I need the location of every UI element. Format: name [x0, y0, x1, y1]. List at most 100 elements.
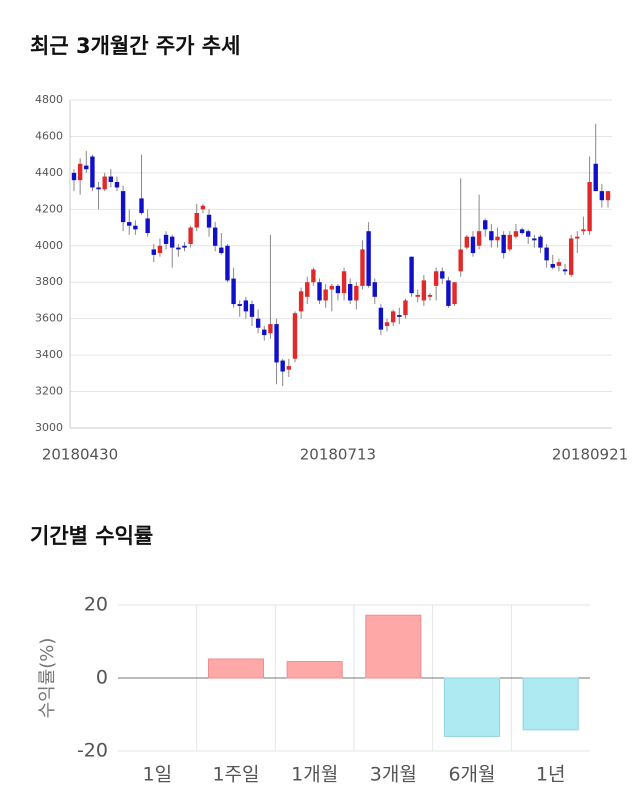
candle-body — [225, 245, 230, 281]
y-tick-label: 20 — [84, 594, 108, 616]
y-tick-label: 3800 — [35, 275, 63, 288]
candle-body — [433, 271, 439, 286]
candle-body — [341, 271, 347, 294]
x-tick-label: 1주일 — [212, 764, 259, 786]
chart-title: 기간별 수익률 — [30, 524, 153, 548]
candle-body — [452, 282, 457, 305]
x-tick-label: 20180713 — [300, 446, 376, 464]
candle-body — [532, 238, 537, 241]
candle-body — [317, 282, 322, 301]
candle-body — [262, 329, 267, 336]
x-tick-label: 1개월 — [291, 764, 338, 786]
candle-body — [599, 191, 605, 201]
candle-body — [550, 264, 555, 268]
x-tick-label: 20180921 — [552, 446, 628, 464]
candle-body — [188, 227, 193, 244]
candle-body — [397, 315, 402, 317]
candle-body — [384, 322, 390, 326]
candle-body — [157, 245, 163, 254]
candle-body — [519, 229, 525, 234]
candle-body — [243, 300, 249, 312]
candle-body — [298, 291, 304, 312]
y-tick-label: 4600 — [35, 129, 63, 142]
candle-body — [575, 236, 580, 239]
candle-body — [421, 280, 427, 301]
candle-body — [458, 249, 463, 272]
x-tick-label: 1년 — [536, 764, 566, 786]
candle-body — [71, 172, 77, 181]
candle-body — [145, 218, 150, 234]
x-tick-label: 20180430 — [42, 446, 118, 464]
candle-body — [96, 187, 101, 190]
candle-body — [366, 231, 371, 286]
candle-body — [507, 234, 512, 250]
candle-body — [483, 220, 488, 230]
candle-body — [513, 231, 519, 237]
candle-body — [170, 236, 175, 248]
x-tick-label: 3개월 — [370, 764, 417, 786]
y-tick-label: 3400 — [35, 348, 63, 361]
candle-body — [151, 249, 156, 255]
candle-body — [274, 324, 279, 363]
candle-body — [329, 285, 334, 290]
y-tick-label: -20 — [77, 740, 108, 762]
candle-body — [249, 304, 255, 317]
candle-body — [409, 256, 414, 294]
y-tick-label: 4000 — [35, 239, 63, 252]
candle-body — [280, 360, 285, 372]
candle-body — [526, 231, 531, 237]
candle-body — [403, 300, 408, 316]
candle-body — [581, 229, 586, 232]
candle-body — [354, 285, 359, 301]
candle-body — [495, 236, 500, 241]
y-tick-label: 4200 — [35, 202, 63, 215]
candle-body — [305, 282, 310, 297]
bar — [522, 677, 579, 731]
x-tick-label: 1일 — [143, 764, 173, 786]
candle-body — [286, 366, 292, 370]
candle-body — [200, 205, 206, 210]
candle-body — [163, 234, 169, 244]
candle-body — [311, 269, 316, 283]
candle-body — [446, 280, 451, 306]
candle-body — [255, 318, 261, 328]
candle-body — [237, 304, 242, 306]
candle-body — [587, 182, 592, 232]
candle-body — [292, 313, 298, 359]
candle-body — [440, 271, 445, 279]
candle-body — [127, 222, 132, 226]
candle-body — [378, 307, 384, 330]
x-tick-label: 6개월 — [448, 764, 495, 786]
candle-body — [90, 156, 95, 188]
candle-body — [568, 238, 574, 275]
bar — [365, 614, 422, 679]
y-axis-label: 수익률(%) — [37, 638, 58, 719]
candle-body — [133, 225, 138, 230]
bar — [207, 658, 265, 679]
candle-body — [102, 176, 107, 190]
candle-body — [593, 163, 598, 192]
candle-body — [182, 245, 187, 248]
candle-body — [415, 294, 420, 297]
candle-body — [219, 247, 224, 254]
candle-body — [323, 289, 328, 301]
candle-body — [84, 165, 89, 170]
y-tick-label: 4800 — [35, 93, 63, 106]
candle-body — [268, 324, 273, 334]
candle-body — [427, 294, 433, 297]
candle-body — [605, 191, 611, 201]
candle-body — [556, 262, 562, 266]
candle-body — [489, 231, 494, 241]
candle-body — [194, 212, 199, 228]
candle-body — [470, 236, 476, 254]
candle-body — [501, 234, 506, 254]
candle-body — [538, 236, 543, 248]
candle-body — [464, 236, 470, 248]
candle-body — [544, 247, 549, 261]
candle-body — [562, 269, 568, 272]
candle-body — [120, 191, 126, 223]
y-tick-label: 0 — [96, 667, 108, 689]
y-tick-label: 3000 — [35, 421, 63, 434]
